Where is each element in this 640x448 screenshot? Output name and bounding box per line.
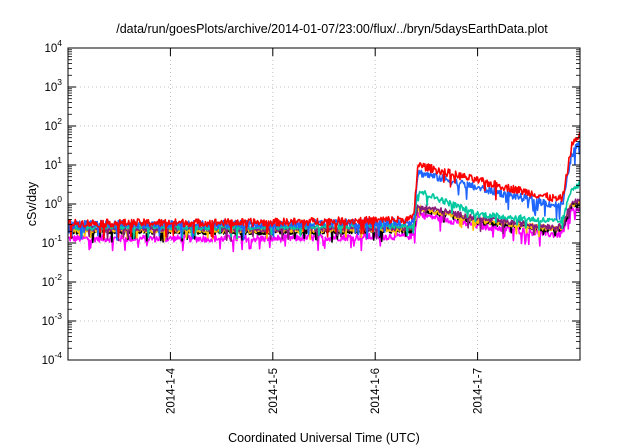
y-tick-label: 10-3	[42, 311, 63, 328]
x-tick-label: 2014-1-6	[370, 368, 382, 414]
x-tick-label: 2014-1-5	[268, 368, 280, 414]
x-tick-label: 2014-1-7	[473, 368, 485, 414]
y-tick-label: 104	[44, 38, 62, 55]
x-axis-label: Coordinated Universal Time (UTC)	[228, 431, 420, 445]
y-axis-label: cSv/day	[25, 181, 39, 226]
tick-group: 10-4 10-3 10-2 10-1 100 101 102 103 104 2014-1-4 2…	[42, 38, 580, 414]
series-group	[68, 131, 580, 253]
y-tick-label: 103	[44, 77, 62, 94]
chart-title: /data/run/goesPlots/archive/2014-01-07/2…	[116, 22, 548, 36]
y-tick-label: 10-1	[42, 233, 63, 250]
y-tick-label: 102	[44, 116, 62, 133]
x-tick-label: 2014-1-4	[165, 367, 177, 414]
y-tick-label: 100	[44, 194, 62, 211]
y-tick-label: 10-2	[42, 272, 63, 289]
y-tick-label: 101	[44, 155, 62, 172]
series-line-5	[68, 180, 580, 240]
y-tick-label: 10-4	[42, 350, 63, 367]
series-line-7	[68, 131, 580, 239]
